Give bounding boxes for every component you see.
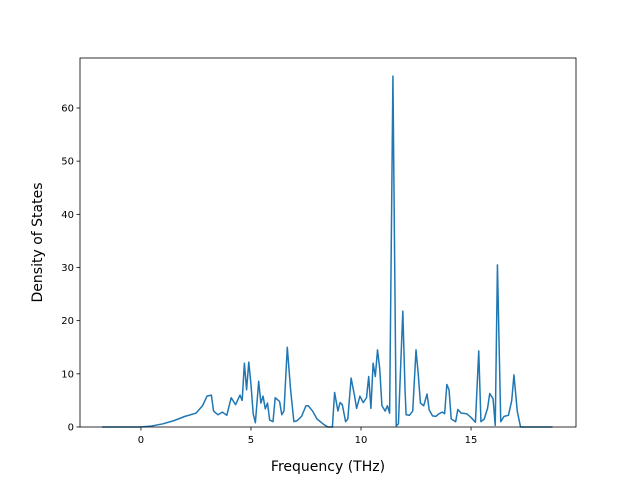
- x-tick-label: 0: [138, 435, 144, 446]
- y-tick-label: 20: [61, 316, 74, 327]
- plot-frame: [79, 57, 577, 428]
- x-tick-label: 5: [248, 435, 254, 446]
- y-axis-label: Density of States: [30, 183, 46, 303]
- dos-line: [102, 75, 553, 428]
- y-tick-label: 30: [61, 263, 74, 274]
- y-tick-label: 50: [61, 157, 74, 168]
- y-tick-label: 60: [61, 103, 74, 114]
- y-tick-label: 0: [68, 423, 74, 434]
- y-tick-label: 10: [61, 369, 74, 380]
- x-tick-label: 10: [355, 435, 368, 446]
- x-axis-label: Frequency (THz): [271, 459, 385, 475]
- y-tick-label: 40: [61, 210, 74, 221]
- x-tick-label: 15: [465, 435, 478, 446]
